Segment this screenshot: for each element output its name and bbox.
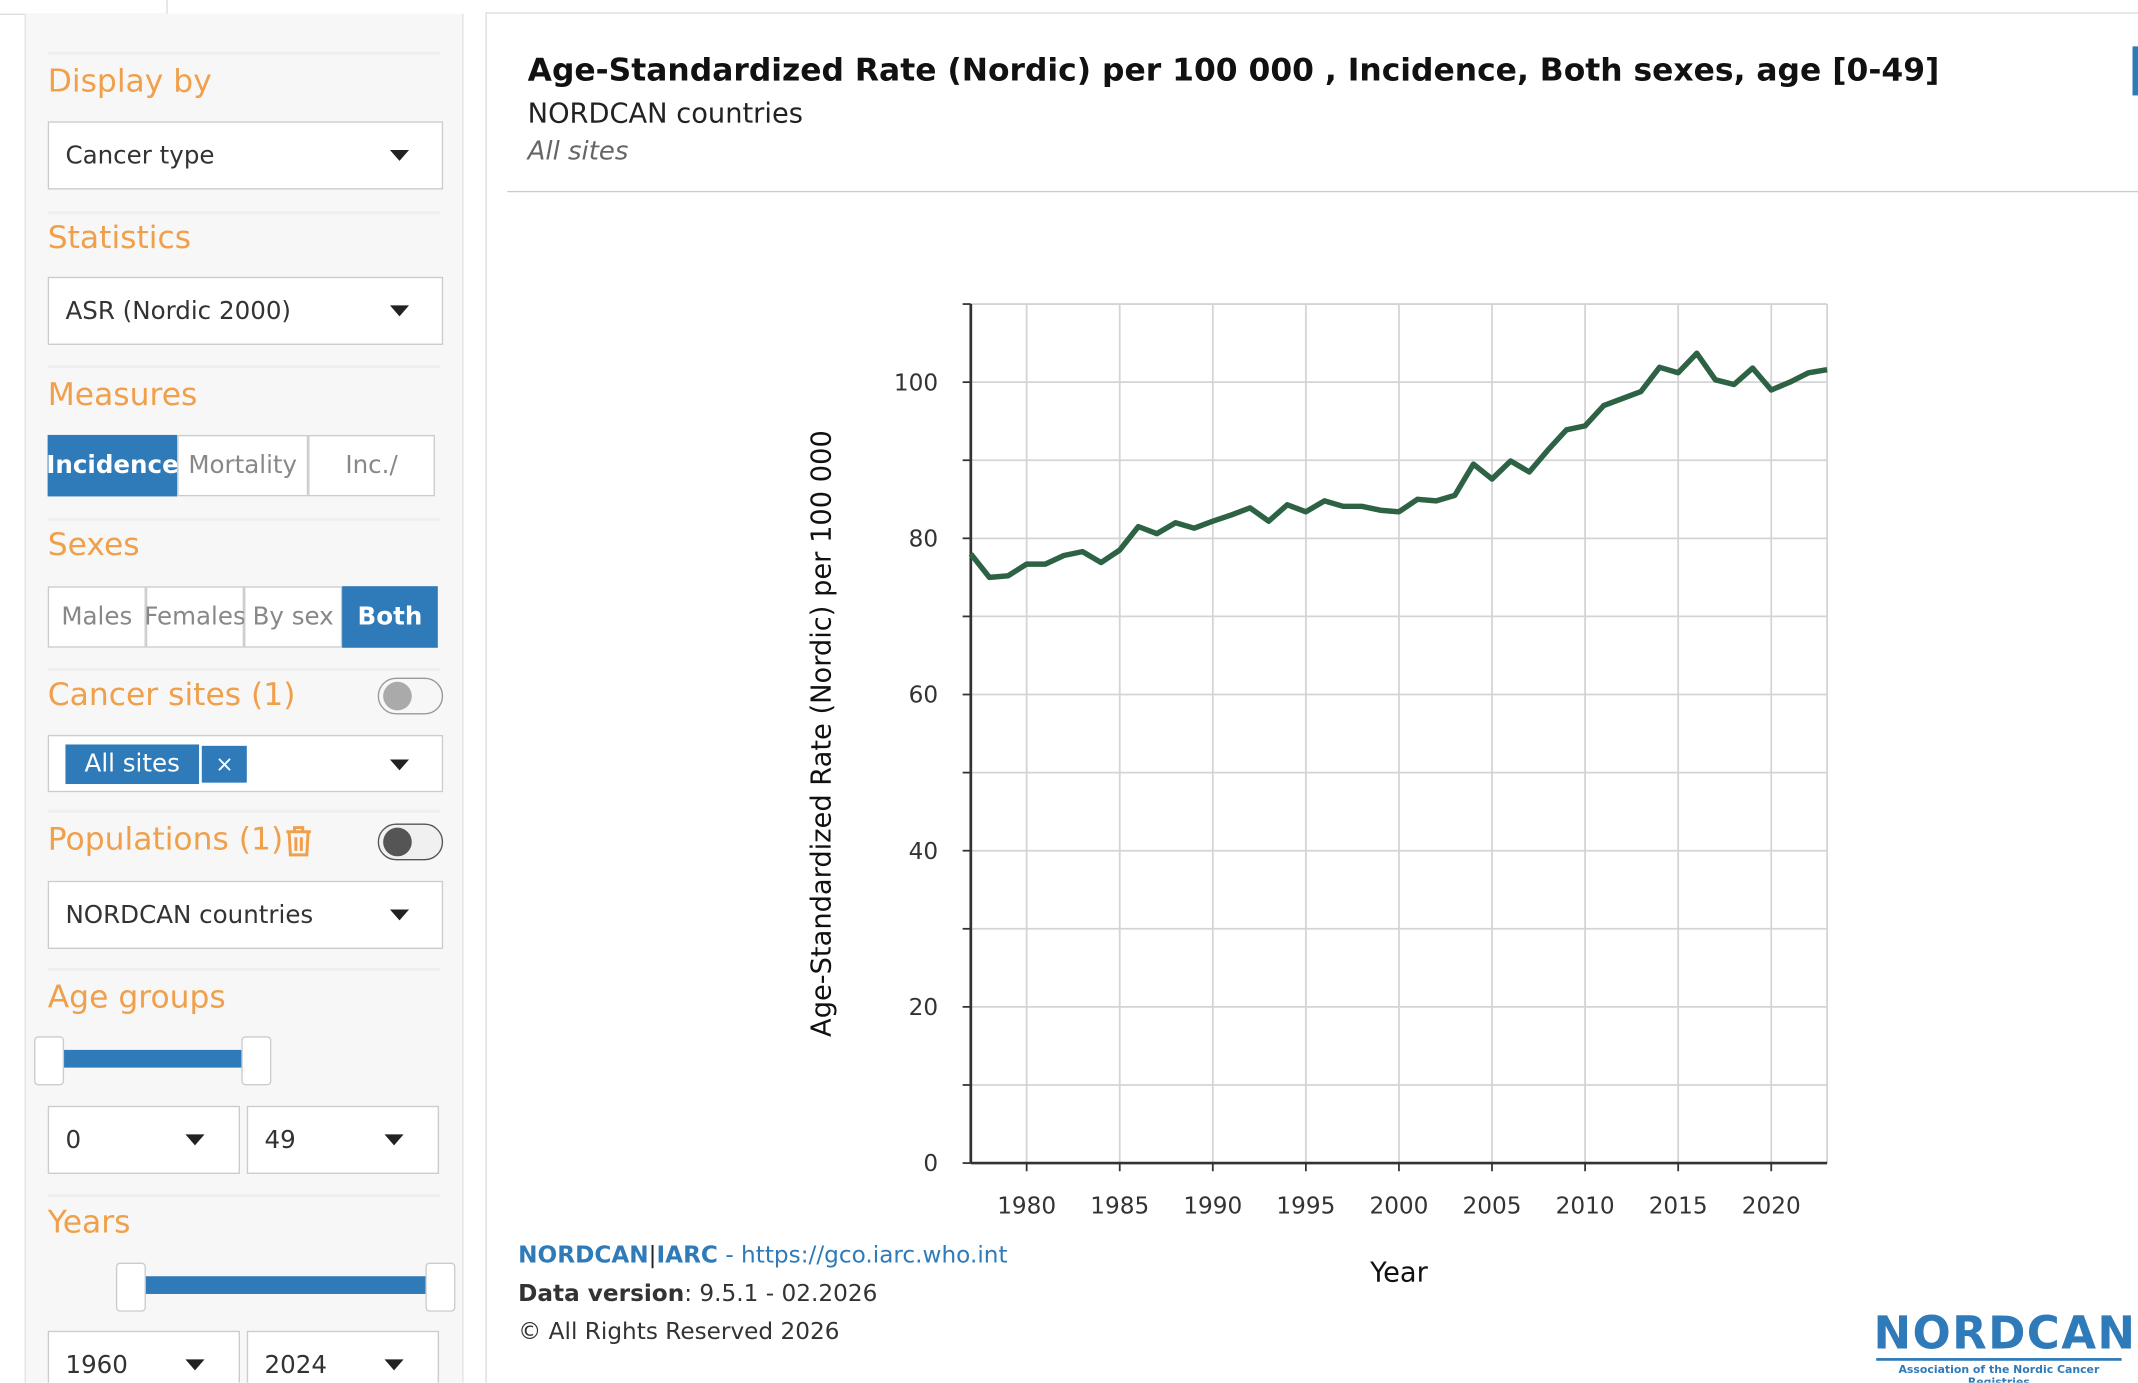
y-tick-label: 60 <box>909 682 938 709</box>
value: Cancer type <box>65 141 215 170</box>
toggle-button[interactable]: Females <box>144 586 246 648</box>
dropdown[interactable]: 2024 <box>246 1330 440 1383</box>
x-axis-title: Year <box>1369 1258 1429 1289</box>
toggle-button[interactable]: Inc./ <box>308 434 435 497</box>
y-tick-label: 100 <box>894 369 938 396</box>
value: ASR (Nordic 2000) <box>65 296 292 326</box>
x-tick-label: 1990 <box>1183 1193 1242 1220</box>
toggle-button[interactable]: Incidence <box>46 434 179 497</box>
link[interactable]: NORDCAN <box>518 1242 649 1270</box>
y-axis-title: Age-Standardized Rate (Nordic) per 100 0… <box>806 430 837 1037</box>
version-label: Data version <box>518 1280 685 1308</box>
slider-handle[interactable] <box>34 1036 65 1086</box>
multiselect[interactable]: All sites × <box>47 734 444 793</box>
label: Display by <box>47 64 212 100</box>
value: 0 <box>65 1125 82 1155</box>
link[interactable]: IARC <box>656 1242 718 1270</box>
label: Measures <box>47 377 198 414</box>
logo-tagline: Association of the Nordic Cancer Registr… <box>1876 1358 2122 1383</box>
value: NORDCAN countries <box>65 900 314 930</box>
divider <box>507 190 2138 193</box>
label: Statistics <box>47 220 192 257</box>
x-tick-label: 2015 <box>1649 1193 1708 1220</box>
footer-links: NORDCAN|IARC - https://gco.iarc.who.int <box>518 1242 1007 1269</box>
x-tick-label: 2000 <box>1369 1193 1428 1220</box>
chart-panel <box>485 12 2138 1383</box>
x-tick-label: 2005 <box>1463 1193 1522 1220</box>
toggle-button[interactable]: By sex <box>244 586 343 648</box>
y-tick-label: 80 <box>909 526 938 553</box>
separator: - <box>717 1242 742 1270</box>
x-tick-label: 1985 <box>1090 1193 1149 1220</box>
version-value: : 9.5.1 - 02.2026 <box>684 1280 878 1308</box>
slider-handle[interactable] <box>115 1262 146 1312</box>
dropdown[interactable]: Cancer type <box>47 121 444 190</box>
chip-remove[interactable]: × <box>201 745 248 782</box>
toggle-button[interactable]: Males <box>47 586 146 648</box>
knob <box>383 827 412 857</box>
range-fill <box>47 1049 255 1068</box>
x-tick-label: 1980 <box>997 1193 1056 1220</box>
x-tick-label: 1995 <box>1276 1193 1335 1220</box>
slider-handle[interactable] <box>425 1262 456 1312</box>
trash-icon[interactable] <box>284 825 314 858</box>
chip: All sites <box>65 743 199 784</box>
dropdown[interactable]: 1960 <box>47 1330 240 1383</box>
x-tick-label: 2020 <box>1742 1193 1801 1220</box>
version: Data version: 9.5.1 - 02.2026 <box>518 1280 877 1307</box>
y-tick-label: 40 <box>909 838 938 865</box>
dropdown[interactable]: 49 <box>246 1105 440 1174</box>
label: Cancer sites (1) <box>47 677 296 714</box>
rights: © All Rights Reserved 2026 <box>518 1318 840 1346</box>
range-fill <box>129 1276 441 1294</box>
slider-handle[interactable] <box>241 1036 272 1086</box>
chart-note: All sites <box>527 136 629 167</box>
toggle-button[interactable]: Mortality <box>177 434 309 497</box>
toggle-button[interactable]: Both <box>342 586 438 648</box>
y-tick-label: 0 <box>923 1150 938 1177</box>
dropdown[interactable]: NORDCAN countries <box>47 880 444 949</box>
chart-subtitle: NORDCAN countries <box>527 96 803 130</box>
dropdown[interactable]: 0 <box>47 1105 240 1174</box>
y-tick-label: 20 <box>909 994 938 1021</box>
label: Age groups <box>47 980 226 1016</box>
value: 49 <box>264 1125 296 1155</box>
toggle[interactable] <box>377 823 444 861</box>
value: 1960 <box>65 1350 128 1380</box>
label: Populations (1) <box>47 822 284 858</box>
menu-button[interactable] <box>2132 46 2138 96</box>
line <box>968 350 1828 581</box>
separator: | <box>648 1242 657 1270</box>
label: Years <box>47 1205 131 1241</box>
link[interactable]: https://gco.iarc.who.int <box>741 1242 1008 1270</box>
dropdown[interactable]: ASR (Nordic 2000) <box>47 276 444 345</box>
logo: NORDCAN <box>1873 1306 2137 1360</box>
knob <box>383 681 412 711</box>
label: Sexes <box>47 527 140 564</box>
toggle[interactable] <box>377 677 444 715</box>
x-tick-label: 2010 <box>1556 1193 1615 1220</box>
chart-title: Age-Standardized Rate (Nordic) per 100 0… <box>527 53 1940 89</box>
value: 2024 <box>264 1350 327 1380</box>
